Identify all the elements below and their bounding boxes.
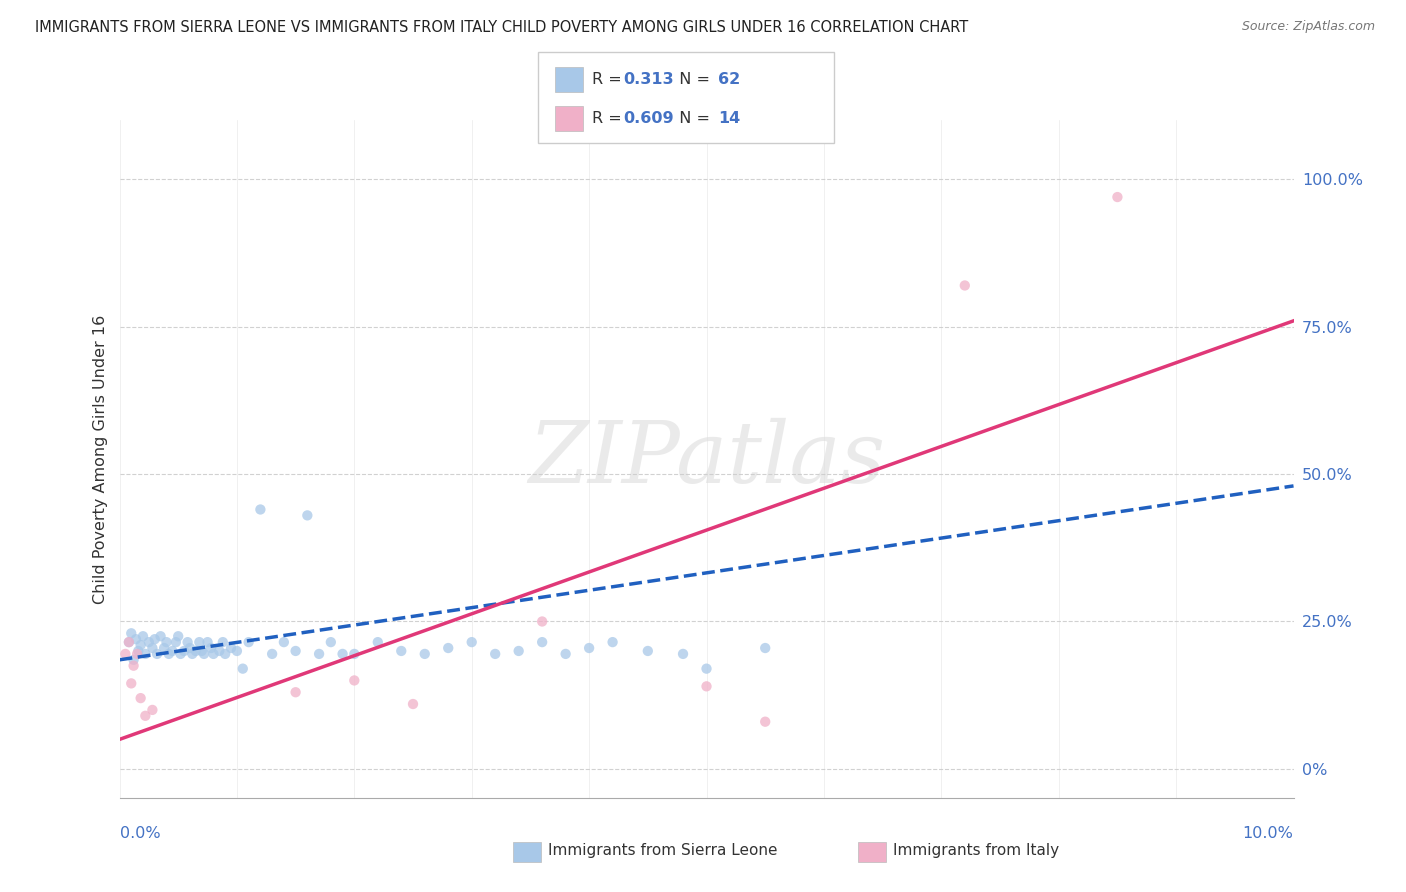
Point xyxy=(284,644,307,658)
Text: Immigrants from Italy: Immigrants from Italy xyxy=(893,843,1059,857)
Text: N =: N = xyxy=(669,112,716,126)
Point xyxy=(200,640,222,655)
Point xyxy=(129,638,152,652)
Point xyxy=(114,647,136,661)
Point xyxy=(173,644,195,658)
Point xyxy=(141,703,163,717)
Point xyxy=(531,635,554,649)
Point xyxy=(238,635,260,649)
Point xyxy=(118,635,141,649)
Text: IMMIGRANTS FROM SIERRA LEONE VS IMMIGRANTS FROM ITALY CHILD POVERTY AMONG GIRLS : IMMIGRANTS FROM SIERRA LEONE VS IMMIGRAN… xyxy=(35,20,969,35)
Point xyxy=(754,714,776,729)
Point xyxy=(343,673,366,688)
Point xyxy=(146,647,169,661)
Point xyxy=(232,662,254,676)
Point xyxy=(754,640,776,655)
Y-axis label: Child Poverty Among Girls Under 16: Child Poverty Among Girls Under 16 xyxy=(93,315,108,604)
Point xyxy=(143,632,166,647)
Point xyxy=(696,662,718,676)
Point xyxy=(118,635,141,649)
Point xyxy=(367,635,389,649)
Point xyxy=(162,644,184,658)
Text: N =: N = xyxy=(669,71,716,87)
Point xyxy=(637,644,659,658)
Point xyxy=(284,685,307,699)
Point xyxy=(672,647,695,661)
Point xyxy=(184,644,207,658)
Point xyxy=(202,647,225,661)
Point xyxy=(225,644,249,658)
Point xyxy=(155,635,177,649)
Text: R =: R = xyxy=(592,112,627,126)
Text: 0.0%: 0.0% xyxy=(120,827,160,841)
Point xyxy=(188,635,211,649)
Point xyxy=(308,647,330,661)
Point xyxy=(197,635,219,649)
Point xyxy=(167,629,190,643)
Point xyxy=(208,644,231,658)
Text: Immigrants from Sierra Leone: Immigrants from Sierra Leone xyxy=(548,843,778,857)
Point xyxy=(134,708,156,723)
Point xyxy=(343,647,366,661)
Point xyxy=(165,635,187,649)
Point xyxy=(389,644,412,658)
Point xyxy=(122,653,145,667)
Point xyxy=(179,640,201,655)
Text: 14: 14 xyxy=(718,112,741,126)
Point xyxy=(531,615,554,629)
Point xyxy=(193,647,215,661)
Point xyxy=(1107,190,1129,204)
Point xyxy=(262,647,284,661)
Text: R =: R = xyxy=(592,71,627,87)
Text: 10.0%: 10.0% xyxy=(1243,827,1294,841)
Point xyxy=(413,647,436,661)
Point xyxy=(181,647,204,661)
Text: 62: 62 xyxy=(718,71,741,87)
Text: 0.609: 0.609 xyxy=(623,112,673,126)
Text: 0.313: 0.313 xyxy=(623,71,673,87)
Point xyxy=(176,635,198,649)
Point xyxy=(554,647,576,661)
Point xyxy=(249,502,271,516)
Point xyxy=(125,632,148,647)
Point xyxy=(120,626,142,640)
Point xyxy=(696,679,718,693)
Text: ZIPatlas: ZIPatlas xyxy=(527,418,886,500)
Point xyxy=(138,635,160,649)
Point xyxy=(134,647,156,661)
Point xyxy=(214,647,236,661)
Point xyxy=(190,644,212,658)
Point xyxy=(132,629,155,643)
Point xyxy=(120,676,142,690)
Text: Source: ZipAtlas.com: Source: ZipAtlas.com xyxy=(1241,20,1375,33)
Point xyxy=(149,629,172,643)
Point xyxy=(332,647,354,661)
Point xyxy=(437,640,460,655)
Point xyxy=(157,647,180,661)
Point xyxy=(508,644,530,658)
Point xyxy=(297,508,319,523)
Point xyxy=(484,647,506,661)
Point xyxy=(141,640,163,655)
Point xyxy=(127,647,149,661)
Point xyxy=(153,640,176,655)
Point xyxy=(953,278,976,293)
Point xyxy=(211,635,233,649)
Point xyxy=(319,635,342,649)
Point xyxy=(127,644,149,658)
Point xyxy=(578,640,600,655)
Point xyxy=(169,647,191,661)
Point xyxy=(402,697,425,711)
Point xyxy=(219,640,242,655)
Point xyxy=(122,658,145,673)
Point xyxy=(602,635,624,649)
Point xyxy=(273,635,295,649)
Point xyxy=(461,635,484,649)
Point xyxy=(129,691,152,706)
